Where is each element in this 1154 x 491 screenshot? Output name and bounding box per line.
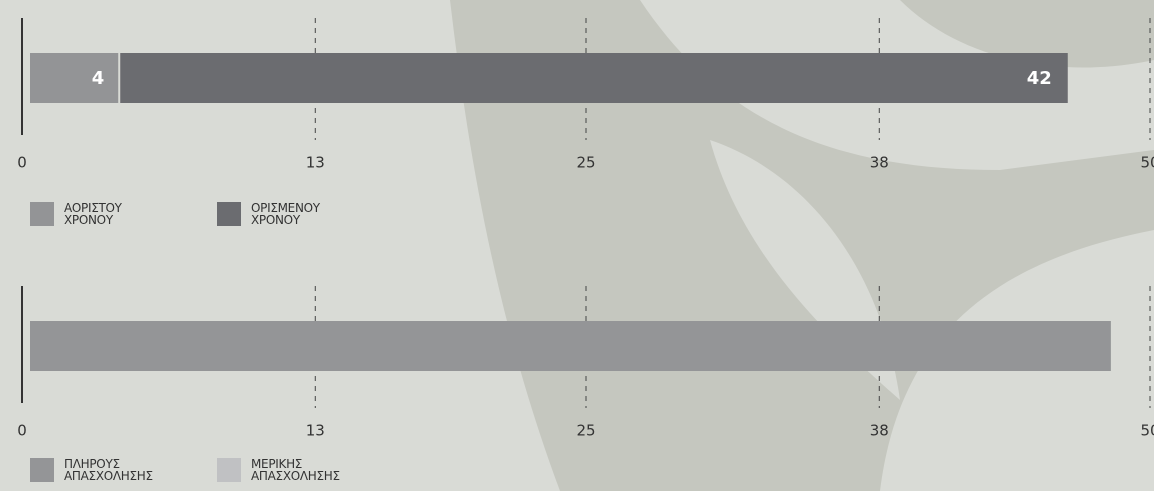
legend-label: ΟΡΙΣΜΕΝΟΥ ΧΡΟΝΟΥ [251, 201, 320, 227]
x-tick-label: 13 [306, 154, 325, 172]
x-tick-label: 0 [17, 154, 27, 172]
legend-label: ΑΟΡΙΣΤΟΥ ΧΡΟΝΟΥ [64, 201, 122, 227]
legend-swatch [30, 202, 54, 226]
x-tick-label: 38 [870, 422, 889, 440]
legend-item: ΠΛΗΡΟΥΣ ΑΠΑΣΧΟΛΗΣΗΣ [30, 458, 174, 482]
x-tick-label: 50 [1140, 154, 1154, 172]
x-tick-label: 0 [17, 422, 27, 440]
data-label: 4 [92, 68, 105, 89]
data-label: 42 [1027, 68, 1052, 89]
bar-segment [30, 321, 1111, 371]
legend-item: ΟΡΙΣΜΕΝΟΥ ΧΡΟΝΟΥ [217, 202, 361, 226]
bar-segment [30, 53, 119, 103]
x-tick-label: 25 [576, 154, 595, 172]
legend-label: ΠΛΗΡΟΥΣ ΑΠΑΣΧΟΛΗΣΗΣ [64, 457, 153, 483]
legend-item: ΜΕΡΙΚΗΣ ΑΠΑΣΧΟΛΗΣΗΣ [217, 458, 361, 482]
x-tick-label: 50 [1140, 422, 1154, 440]
legend-swatch [217, 458, 241, 482]
x-tick-label: 25 [576, 422, 595, 440]
bar-segment [120, 53, 1068, 103]
x-tick-label: 13 [306, 422, 325, 440]
legend-swatch [217, 202, 241, 226]
legend-label: ΜΕΡΙΚΗΣ ΑΠΑΣΧΟΛΗΣΗΣ [251, 457, 340, 483]
x-tick-label: 38 [870, 154, 889, 172]
legend-swatch [30, 458, 54, 482]
legend-item: ΑΟΡΙΣΤΟΥ ΧΡΟΝΟΥ [30, 202, 174, 226]
